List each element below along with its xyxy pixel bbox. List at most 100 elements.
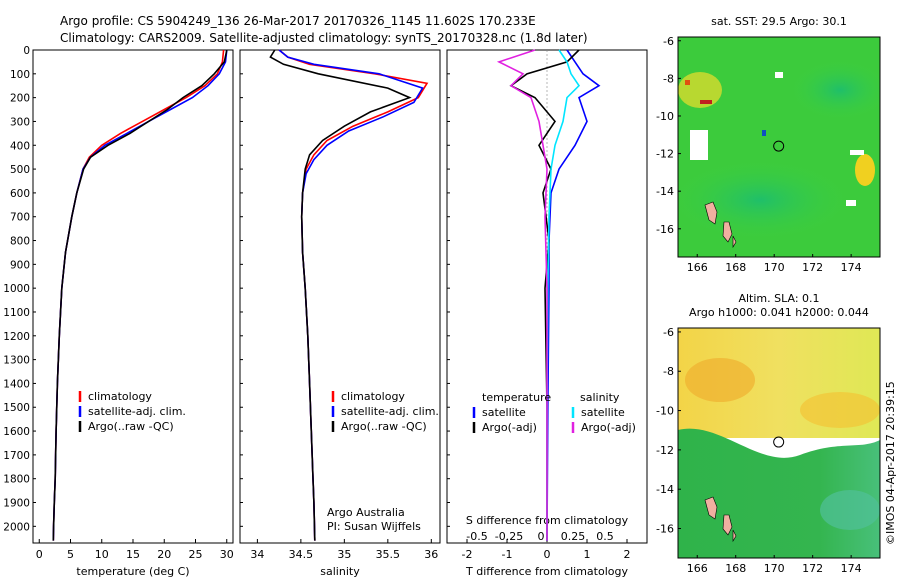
depth-tick-label: 1200 — [3, 331, 30, 343]
legend-title-temperature: temperature — [482, 391, 551, 404]
series-line-s-satellite — [546, 49, 581, 541]
x-tick-label: 15 — [126, 548, 140, 561]
figure-title: Argo profile: CS 5904249_136 26-Mar-2017… — [60, 14, 536, 28]
x-tick-label-s: 0 — [538, 530, 545, 543]
depth-tick-label: 1400 — [3, 378, 30, 390]
salinity-annotation-line2: PI: Susan Wijffels — [327, 520, 421, 533]
map-y-tick-label: -14 — [656, 185, 674, 198]
x-tick-label: 34 — [250, 548, 264, 561]
legend-label: Argo(-adj) — [581, 421, 636, 434]
map-y-tick-label: -6 — [663, 326, 674, 339]
sla-map-subtitle: Argo h1000: 0.041 h2000: 0.044 — [689, 306, 869, 319]
series-line-climatology — [52, 49, 225, 541]
depth-tick-label: 2000 — [3, 521, 30, 533]
map-x-tick-label: 174 — [841, 562, 862, 575]
map-x-tick-label: 170 — [764, 261, 785, 274]
depth-tick-label: 1100 — [3, 307, 30, 319]
imos-timestamp: ©IMOS 04-Apr-2017 20:39:15 — [884, 381, 897, 545]
salinity-axes — [239, 49, 441, 544]
depth-tick-label: 1600 — [3, 426, 30, 438]
depth-tick-label: 1800 — [3, 474, 30, 486]
figure-subtitle: Climatology: CARS2009. Satellite-adjuste… — [60, 31, 588, 45]
map-x-tick-label: 166 — [687, 261, 708, 274]
salinity-xlabel: salinity — [320, 565, 360, 578]
depth-tick-label: 1900 — [3, 498, 30, 510]
salinity-annotation-line1: Argo Australia — [327, 506, 405, 519]
x-tick-label: 34.5 — [289, 548, 314, 561]
depth-tick-label: 800 — [10, 236, 30, 248]
depth-tick-label: 100 — [10, 69, 30, 81]
depth-tick-label: 1300 — [3, 355, 30, 367]
x-tick-label-s: 0.25 — [561, 530, 586, 543]
x-tick-label-s: 0.5 — [596, 530, 614, 543]
x-tick-label-s: -0.5 — [466, 530, 487, 543]
series-line-climatology — [278, 49, 429, 541]
depth-tick-label: 0 — [23, 45, 30, 57]
sst-map-title: sat. SST: 29.5 Argo: 30.1 — [711, 15, 847, 28]
x-tick-label: 0 — [544, 548, 551, 561]
depth-tick-label: 400 — [10, 140, 30, 152]
x-tick-label: 36 — [424, 548, 438, 561]
series-line-t-satellite — [546, 49, 601, 541]
legend-label: Argo(..raw -QC) — [88, 420, 174, 433]
legend-label: climatology — [341, 390, 405, 403]
sla-argo-position-marker — [773, 436, 785, 448]
series-line-s-argo-adj- — [496, 49, 548, 541]
legend-title-salinity: salinity — [580, 391, 620, 404]
sst-map: sat. SST: 29.5 Argo: 30.1 — [677, 15, 881, 258]
map-x-tick-label: 174 — [841, 261, 862, 274]
sst-argo-position-marker — [773, 140, 785, 152]
sla-map: Altim. SLA: 0.1 Argo h1000: 0.041 h2000:… — [677, 292, 881, 559]
map-y-tick-label: -8 — [663, 365, 674, 378]
series-line-t-argo-adj- — [509, 49, 580, 541]
x-tick-label: -1 — [502, 548, 513, 561]
map-x-tick-label: 166 — [687, 562, 708, 575]
difference-xlabel-t: T difference from climatology — [465, 565, 628, 578]
map-y-tick-label: -16 — [656, 523, 674, 536]
x-tick-label: 20 — [157, 548, 171, 561]
legend-label: Argo(-adj) — [482, 421, 537, 434]
map-y-tick-label: -6 — [663, 35, 674, 48]
series-line-argo-raw-qc- — [52, 49, 228, 541]
x-tick-label: 35.5 — [376, 548, 401, 561]
x-tick-label: 2 — [624, 548, 631, 561]
temperature-axes — [32, 49, 234, 544]
depth-tick-label: 1000 — [3, 283, 30, 295]
chart-marks: 0100200300400500600700800900100011001200… — [3, 35, 861, 575]
legend-label: satellite-adj. clim. — [88, 405, 186, 418]
map-x-tick-label: 170 — [764, 562, 785, 575]
legend-label: satellite-adj. clim. — [341, 405, 439, 418]
map-y-tick-label: -12 — [656, 148, 674, 161]
map-y-tick-label: -12 — [656, 444, 674, 457]
x-tick-label: 0 — [36, 548, 43, 561]
depth-tick-label: 1700 — [3, 450, 30, 462]
map-x-tick-label: 168 — [725, 261, 746, 274]
x-tick-label: 1 — [584, 548, 591, 561]
legend-label: climatology — [88, 390, 152, 403]
series-line-satellite-adj-clim- — [278, 49, 424, 541]
x-tick-label: 30 — [220, 548, 234, 561]
x-tick-label: 35 — [337, 548, 351, 561]
map-y-tick-label: -16 — [656, 223, 674, 236]
depth-tick-label: 600 — [10, 188, 30, 200]
x-tick-label: 25 — [189, 548, 203, 561]
depth-tick-label: 900 — [10, 259, 30, 271]
x-tick-label-s: -0.25 — [495, 530, 523, 543]
x-tick-label: -2 — [462, 548, 473, 561]
depth-tick-label: 1500 — [3, 402, 30, 414]
legend-label: satellite — [482, 406, 526, 419]
map-y-tick-label: -10 — [656, 405, 674, 418]
legend-label: satellite — [581, 406, 625, 419]
map-x-tick-label: 172 — [802, 261, 823, 274]
sla-map-title: Altim. SLA: 0.1 — [738, 292, 819, 305]
temperature-xlabel: temperature (deg C) — [76, 565, 189, 578]
depth-tick-label: 700 — [10, 212, 30, 224]
map-x-tick-label: 172 — [802, 562, 823, 575]
map-y-tick-label: -8 — [663, 72, 674, 85]
legend-label: Argo(..raw -QC) — [341, 420, 427, 433]
map-x-tick-label: 168 — [725, 562, 746, 575]
x-tick-label: 10 — [95, 548, 109, 561]
map-y-tick-label: -10 — [656, 110, 674, 123]
series-line-argo-raw-qc- — [269, 49, 412, 541]
